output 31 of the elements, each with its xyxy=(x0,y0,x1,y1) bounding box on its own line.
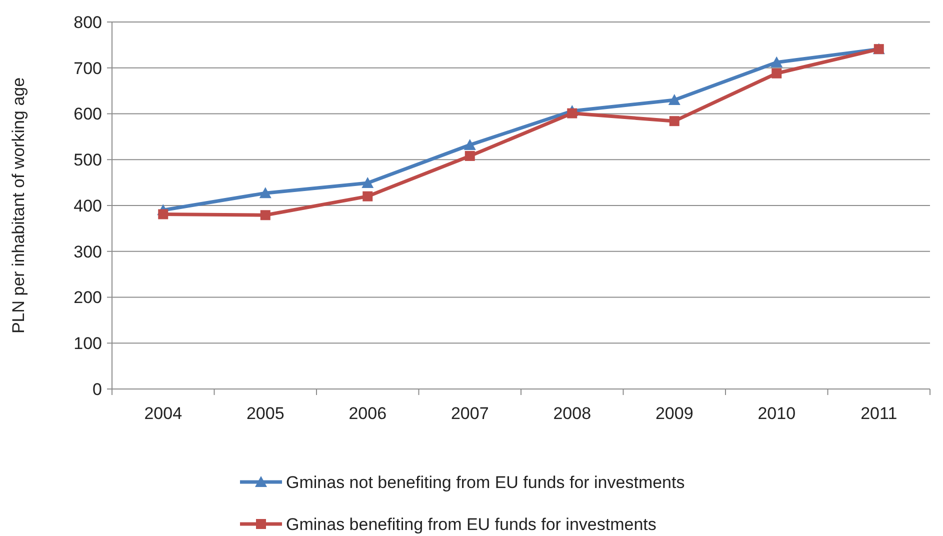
x-tick-label: 2005 xyxy=(246,404,284,423)
point xyxy=(260,210,270,220)
legend-label: Gminas not benefiting from EU funds for investments xyxy=(286,472,685,492)
x-tick-label: 2009 xyxy=(655,404,694,423)
point xyxy=(362,191,373,202)
point xyxy=(464,138,476,150)
point xyxy=(158,209,168,220)
y-tick-label: 700 xyxy=(74,58,102,78)
y-tick-label: 600 xyxy=(74,104,102,124)
point xyxy=(669,116,680,126)
y-tick-label: 500 xyxy=(74,150,102,170)
y-tick-label: 400 xyxy=(74,196,102,216)
y-tick-label: 100 xyxy=(74,334,102,354)
point xyxy=(362,177,374,188)
point xyxy=(464,150,475,161)
x-tick-label: 2007 xyxy=(450,404,489,423)
x-tick-label: 2004 xyxy=(144,404,182,423)
point xyxy=(772,68,782,78)
point xyxy=(259,187,272,198)
legend-label: Gminas benefiting from EU funds for investments xyxy=(286,514,656,534)
x-tick-label: 2006 xyxy=(348,404,387,423)
x-tick-label: 2010 xyxy=(758,404,796,423)
y-tick-label: 300 xyxy=(74,242,102,262)
y-tick-label: 0 xyxy=(92,380,102,399)
point xyxy=(770,56,783,68)
x-tick-label: 2011 xyxy=(860,404,898,423)
y-tick-label: 200 xyxy=(74,288,102,308)
point xyxy=(668,94,680,105)
y-tick-label: 800 xyxy=(74,12,102,32)
x-tick-label: 2008 xyxy=(553,404,592,423)
y-axis-title: PLN per inhabitant of working age xyxy=(9,77,28,334)
